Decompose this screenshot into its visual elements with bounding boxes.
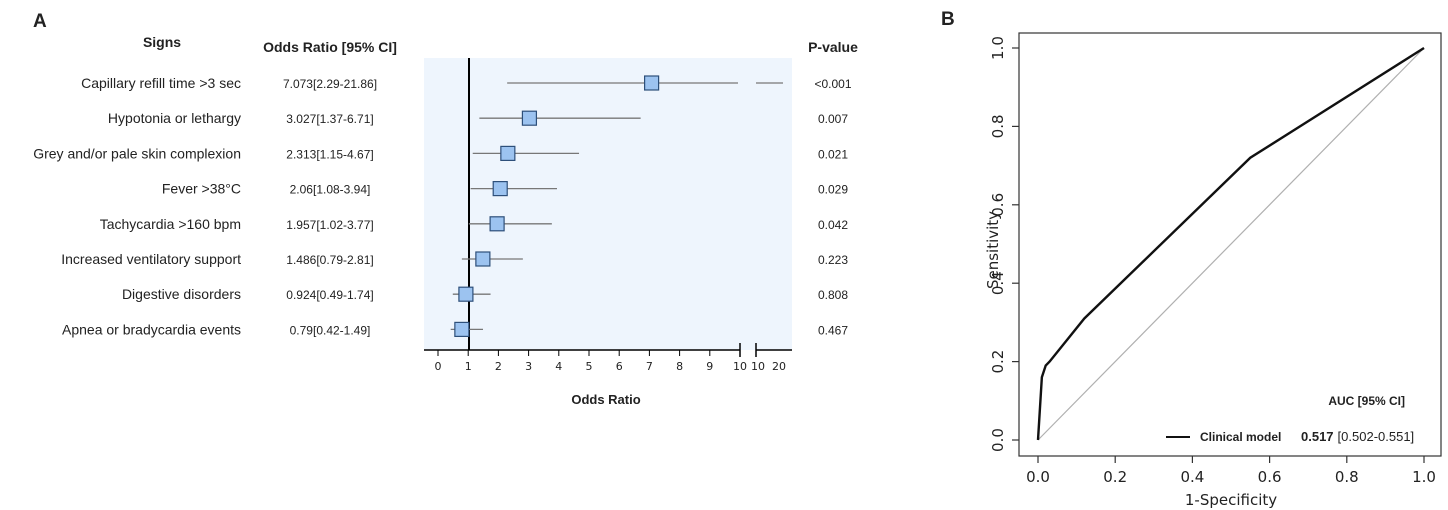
odds-ratio-ci-text: 7.073[2.29-21.86] — [283, 77, 377, 91]
odds-ratio-ci-text: 0.79[0.42-1.49] — [290, 323, 371, 337]
x-tick-label: 5 — [586, 360, 593, 373]
p-value-header: P-value — [808, 39, 858, 55]
panel-a-label: A — [33, 11, 47, 32]
odds-ratio-ci-text: 0.924[0.49-1.74] — [286, 288, 373, 302]
odds-ratio-ci-text: 2.313[1.15-4.67] — [286, 147, 373, 161]
forest-row: Fever >38°C 2.06[1.08-3.94] 0.029 — [162, 181, 848, 197]
x-tick-label: 10 — [751, 360, 765, 373]
legend-auc: 0.517 [0.502-0.551] — [1301, 429, 1414, 444]
x-tick-label: 1 — [465, 360, 472, 373]
roc-x-title: 1-Specificity — [1185, 491, 1277, 509]
p-value-text: 0.223 — [818, 253, 848, 267]
roc-x-tick-label: 0.6 — [1258, 468, 1282, 486]
panel-b-label: B — [941, 9, 955, 30]
odds-ratio-marker — [492, 181, 508, 197]
x-tick-label: 3 — [525, 360, 532, 373]
forest-rows: Capillary refill time >3 sec 7.073[2.29-2… — [33, 75, 852, 337]
odds-ratio-ci-text: 1.957[1.02-3.77] — [286, 218, 373, 232]
x-tick-label: 7 — [646, 360, 653, 373]
roc-plot-box — [1018, 32, 1442, 457]
odds-ratio-ci-text: 2.06[1.08-3.94] — [290, 183, 371, 197]
roc-y-title: Sensitivity — [984, 211, 1002, 289]
reference-diagonal — [1037, 47, 1425, 441]
roc-x-tick-label: 0.0 — [1026, 468, 1050, 486]
odds-ratio-ci-text: 3.027[1.37-6.71] — [286, 112, 373, 126]
forest-row: Digestive disorders 0.924[0.49-1.74] 0.808 — [122, 286, 848, 302]
p-value-text: 0.467 — [818, 323, 848, 337]
roc-axes: 0.0 0.2 0.4 0.6 0.8 1.0 0.0 0.2 0.4 0.6 0.8 1.0 — [989, 36, 1436, 486]
odds-ratio-marker — [475, 251, 491, 267]
odds-ratio-marker — [458, 286, 474, 302]
roc-y-tick-label: 0.4 — [989, 271, 1007, 295]
legend-auc-value: 0.517 — [1301, 429, 1334, 444]
x-tick-label: 9 — [706, 360, 713, 373]
auc-header: AUC [95% CI] — [1328, 394, 1405, 408]
sign-label: Grey and/or pale skin complexion — [33, 145, 241, 161]
forest-row: Hypotonia or lethargy 3.027[1.37-6.71] 0.0… — [108, 110, 848, 126]
odds-ratio-ci-text: 1.486[0.79-2.81] — [286, 253, 373, 267]
sign-label: Capillary refill time >3 sec — [81, 75, 241, 91]
sign-label: Increased ventilatory support — [61, 251, 241, 267]
roc-y-tick-label: 0.6 — [989, 193, 1007, 217]
sign-label: Fever >38°C — [162, 181, 241, 197]
x-tick-label: 10 — [733, 360, 747, 373]
odds-ratio-marker — [454, 321, 470, 337]
forest-row: Tachycardia >160 bpm 1.957[1.02-3.77] 0.04… — [100, 216, 849, 232]
forest-row: Increased ventilatory support 1.486[0.79-… — [61, 251, 848, 267]
sign-label: Tachycardia >160 bpm — [100, 216, 241, 232]
odds-ratio-marker — [644, 75, 660, 91]
x-tick-label: 8 — [676, 360, 683, 373]
sign-label: Digestive disorders — [122, 286, 241, 302]
roc-y-tick-label: 0.2 — [989, 350, 1007, 374]
roc-y-tick-label: 0.0 — [989, 428, 1007, 452]
sign-label: Apnea or bradycardia events — [62, 321, 241, 337]
p-value-text: 0.042 — [818, 218, 848, 232]
x-tick-label: 2 — [495, 360, 502, 373]
roc-x-tick-label: 1.0 — [1412, 468, 1436, 486]
forest-row: Capillary refill time >3 sec 7.073[2.29-2… — [81, 75, 852, 91]
roc-curve-clinical-model — [1036, 46, 1425, 441]
sign-label: Hypotonia or lethargy — [108, 110, 241, 126]
x-tick-label: 0 — [435, 360, 442, 373]
x-tick-label: 6 — [616, 360, 623, 373]
p-value-text: <0.001 — [814, 77, 851, 91]
roc-y-tick-label: 0.8 — [989, 114, 1007, 138]
x-tick-label: 4 — [555, 360, 562, 373]
forest-row: Apnea or bradycardia events 0.79[0.42-1.4… — [62, 321, 848, 337]
odds-ratio-marker — [521, 110, 538, 126]
legend-label: Clinical model — [1200, 430, 1281, 444]
odds-ratio-header: Odds Ratio [95% CI] — [263, 39, 397, 55]
odds-ratio-marker — [489, 216, 505, 232]
odds-ratio-marker — [500, 145, 516, 161]
roc-x-tick-label: 0.2 — [1103, 468, 1127, 486]
x-tick-label: 20 — [772, 360, 786, 373]
p-value-text: 0.021 — [818, 147, 848, 161]
forest-plot-area — [424, 58, 792, 350]
forest-x-ticks: 0 1 2 3 4 5 6 7 8 9 10 10 20 — [435, 350, 786, 373]
roc-x-tick-label: 0.8 — [1335, 468, 1359, 486]
roc-x-tick-label: 0.4 — [1180, 468, 1204, 486]
forest-row: Grey and/or pale skin complexion 2.313[1.… — [33, 145, 848, 161]
legend-auc-ci: [0.502-0.551] — [1338, 429, 1415, 444]
p-value-text: 0.808 — [818, 288, 848, 302]
signs-header: Signs — [143, 34, 181, 50]
p-value-text: 0.029 — [818, 183, 848, 197]
p-value-text: 0.007 — [818, 112, 848, 126]
forest-x-title: Odds Ratio — [571, 392, 640, 407]
roc-y-tick-label: 1.0 — [989, 36, 1007, 60]
